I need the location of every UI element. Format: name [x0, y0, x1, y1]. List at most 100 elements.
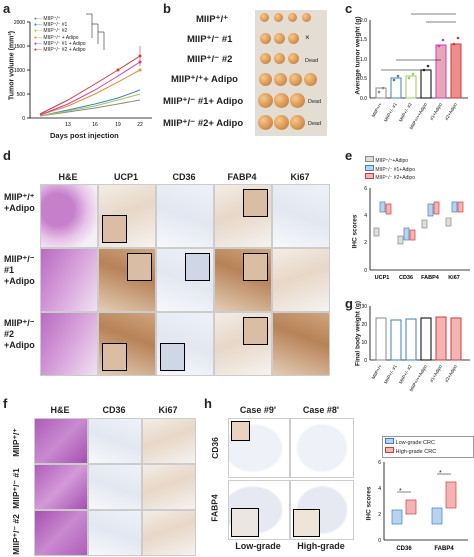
- tile-he: [40, 312, 98, 376]
- svg-text:#2+Adipo: #2+Adipo: [444, 364, 458, 384]
- svg-text:Ki67: Ki67: [448, 275, 460, 281]
- panel-a-ylabel: Tumor volume (mm³): [8, 30, 16, 101]
- tile-cd36-low: [228, 418, 290, 478]
- tile-he: [34, 510, 88, 556]
- svg-text:1000: 1000: [14, 68, 25, 74]
- tile-he: [40, 184, 98, 248]
- panel-f-row: MIIP⁺/⁺: [10, 427, 21, 457]
- panel-g-ylabel: Final body weight (g): [354, 301, 362, 366]
- case-label: Case #9': [239, 405, 277, 415]
- col-ucp1: UCP1: [113, 172, 138, 182]
- panel-b-row: MIIP⁺/⁻ #1+ Adipo: [163, 96, 244, 107]
- svg-text:CD36: CD36: [399, 275, 413, 281]
- svg-text:0.5: 0.5: [360, 76, 367, 82]
- tile-cd36-high: [290, 418, 354, 478]
- panel-b-row: MIIP⁺/⁻ #1: [187, 34, 233, 45]
- svg-text:2.0: 2.0: [360, 18, 367, 24]
- panel-b-row: MIIP⁺/⁺+ Adipo: [171, 74, 238, 85]
- grade-label: High-grade: [297, 541, 345, 551]
- legend-e-item: MIIP⁺/⁻ #1+Adipo: [375, 166, 415, 173]
- tile-he: [34, 418, 88, 464]
- significance-star: *: [399, 488, 402, 495]
- tile-cd36: [88, 510, 142, 556]
- svg-text:19: 19: [115, 122, 121, 128]
- legend-a-item: MIIP⁺/⁻ #1 + Adipo: [43, 40, 86, 47]
- tile-cd36: [88, 464, 142, 510]
- svg-text:6: 6: [364, 186, 367, 192]
- svg-text:2000: 2000: [14, 20, 25, 26]
- tile-he: [34, 464, 88, 510]
- svg-text:MIIP+/+: MIIP+/+: [371, 102, 383, 118]
- svg-text:2: 2: [364, 240, 367, 246]
- svg-text:MIIP+/- #1: MIIP+/- #1: [383, 102, 398, 123]
- tumor-volume-chart: 0 500 1000 1500 2000 13 16 19 22: [14, 13, 152, 128]
- svg-text:0.0: 0.0: [360, 96, 367, 102]
- tile-ki67: [272, 184, 330, 248]
- tile-fabp4: [214, 312, 272, 376]
- svg-text:16: 16: [92, 122, 98, 128]
- tile-fabp4-high: [290, 480, 354, 540]
- svg-text:#1+Adipo: #1+Adipo: [429, 102, 443, 122]
- panel-b-row: MIIP⁺/⁻ #2: [187, 54, 233, 65]
- panel-label-h: h: [204, 396, 212, 411]
- legend-h-item: Low-grade CRC: [395, 440, 435, 446]
- svg-text:#1+Adipo: #1+Adipo: [429, 364, 443, 384]
- tile-ki67: [142, 418, 196, 464]
- tile-ki67: [272, 312, 330, 376]
- panel-label-d: d: [3, 148, 11, 163]
- svg-text:MIIP+/- #2: MIIP+/- #2: [398, 102, 413, 123]
- tile-cd36: [156, 184, 214, 248]
- panel-label-b: b: [163, 1, 171, 16]
- x-mark: ×: [305, 33, 310, 42]
- svg-text:13: 13: [65, 122, 71, 128]
- legend-a-item: MIIP⁺/⁺ + Adipo: [43, 34, 79, 41]
- panel-d-row: MIIP⁺/⁻ #1 +Adipo: [4, 254, 35, 286]
- svg-text:30: 30: [361, 304, 367, 310]
- svg-text:#2+Adipo: #2+Adipo: [444, 102, 458, 122]
- legend-a-item: MIIP⁺/⁺: [43, 16, 61, 22]
- svg-text:MIIP+/- #1: MIIP+/- #1: [383, 364, 398, 385]
- legend-e-item: MIIP⁺/⁻ #2+Adipo: [375, 175, 415, 181]
- panel-f-row: MIIP⁺/⁻ #2: [10, 513, 21, 555]
- panel-c-ylabel: Average tumor weight (g): [354, 16, 362, 95]
- tile-ucp1: [98, 184, 156, 248]
- tile-fabp4: [214, 248, 272, 312]
- legend-e-item: MIIP⁺/⁺+Adipo: [375, 158, 409, 164]
- dead-label: Dead: [308, 99, 322, 105]
- panel-label-f: f: [3, 396, 8, 411]
- svg-text:MIIP+/+: MIIP+/+: [371, 364, 383, 380]
- svg-text:1.5: 1.5: [360, 37, 367, 43]
- svg-text:FABP4: FABP4: [421, 275, 440, 281]
- svg-text:4: 4: [378, 486, 381, 492]
- tile-ki67: [272, 248, 330, 312]
- svg-text:0: 0: [22, 116, 25, 122]
- tile-ucp1: [98, 248, 156, 312]
- svg-text:10: 10: [361, 340, 367, 346]
- svg-text:FABP4: FABP4: [434, 546, 454, 552]
- panel-label-e: e: [345, 148, 353, 163]
- tile-cd36: [88, 418, 142, 464]
- body-weight-chart: 0 10 20 30 MIIP+/+ MIIP+/- #1 MIIP+/- #2…: [361, 304, 470, 392]
- tile-fabp4: [214, 184, 272, 248]
- panel-f-row: MIIP⁺/⁻ #1: [10, 467, 21, 509]
- svg-text:UCP1: UCP1: [375, 275, 390, 281]
- tile-he: [40, 248, 98, 312]
- panel-h-row: FABP4: [210, 494, 220, 522]
- svg-text:0: 0: [364, 268, 367, 274]
- svg-text:1500: 1500: [14, 44, 25, 50]
- panel-b-row: MIIP⁺/⁻ #2+ Adipo: [163, 118, 244, 129]
- tile-cd36: [156, 248, 214, 312]
- svg-text:0: 0: [378, 538, 381, 544]
- col-he: H&E: [50, 405, 70, 415]
- dead-label: Dead: [308, 121, 322, 127]
- panel-a-xlabel: Days post injection: [50, 131, 119, 140]
- tile-ki67: [142, 464, 196, 510]
- legend-e: MIIP⁺/⁺+Adipo MIIP⁺/⁻ #1+Adipo MIIP⁺/⁻ #…: [365, 156, 415, 182]
- svg-text:20: 20: [361, 322, 367, 328]
- significance-star: *: [439, 470, 442, 477]
- tile-ucp1: [98, 312, 156, 376]
- tile-cd36: [156, 312, 214, 376]
- legend-a-item: MIIP⁺/⁻ #2 + Adipo: [43, 47, 86, 54]
- panel-h-ylabel: IHC scores: [365, 486, 373, 521]
- panel-d-row: MIIP⁺/⁻ #2 +Adipo: [4, 318, 35, 350]
